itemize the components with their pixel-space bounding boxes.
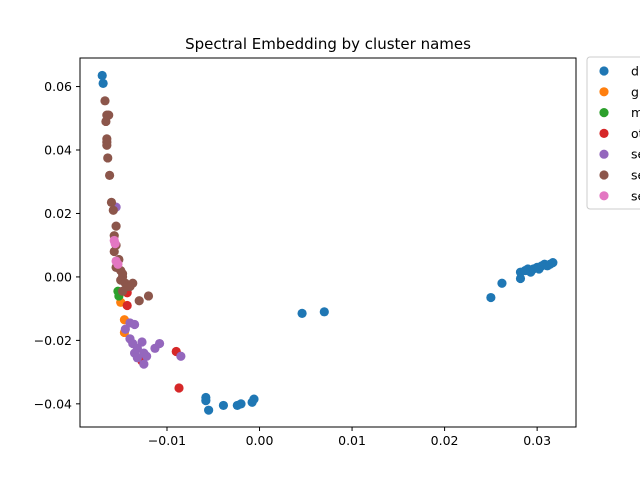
y-tick-label: 0.06 [44, 79, 72, 94]
y-tick-label: 0.00 [44, 269, 72, 284]
data-point [117, 286, 128, 296]
y-axis: −0.04 −0.02 0.00 0.02 0.04 0.06 [34, 79, 80, 411]
legend-marker [599, 108, 609, 118]
data-point [204, 405, 214, 415]
x-axis: −0.01 0.00 0.01 0.02 0.03 [148, 427, 551, 448]
data-point [137, 337, 147, 347]
data-point [98, 78, 108, 88]
legend-marker [599, 191, 609, 201]
legend-label: m [631, 105, 640, 120]
data-point [109, 246, 119, 257]
data-point [176, 351, 186, 361]
legend-label: se [631, 188, 640, 203]
legend-marker [599, 87, 609, 97]
data-point [548, 258, 558, 268]
legend-marker [599, 170, 609, 180]
plot-frame [79, 57, 577, 428]
data-point [134, 296, 144, 306]
legend-marker [599, 128, 609, 138]
data-point [122, 300, 132, 311]
data-point [154, 338, 165, 349]
data-point [103, 153, 113, 163]
data-point [106, 197, 117, 207]
legend-marker [599, 149, 609, 159]
data-point [139, 359, 149, 369]
data-point [143, 291, 154, 301]
data-point [111, 221, 121, 231]
data-point [120, 324, 130, 334]
data-point [218, 400, 229, 411]
data-point [142, 351, 152, 361]
legend-label: d [631, 64, 639, 79]
data-point [128, 278, 138, 288]
data-point [486, 292, 496, 303]
data-point [249, 394, 259, 404]
legend-marker [599, 66, 609, 76]
data-point [497, 278, 507, 288]
x-tick-label: 0.02 [431, 433, 459, 448]
data-point [130, 319, 140, 330]
data-point [108, 205, 118, 215]
data-point [319, 307, 329, 317]
data-point [297, 308, 307, 319]
legend-label: ot [631, 126, 640, 141]
data-point [101, 116, 111, 127]
legend-label: se [631, 168, 640, 183]
plot-points [97, 70, 558, 415]
data-point [236, 399, 246, 409]
x-tick-label: 0.01 [338, 433, 366, 448]
data-point [174, 383, 184, 393]
legend-frame [586, 56, 640, 210]
data-point [102, 140, 112, 150]
y-tick-label: 0.02 [44, 206, 72, 221]
x-tick-label: 0.03 [523, 433, 551, 448]
data-point [105, 170, 115, 180]
data-point [110, 239, 120, 249]
chart-title: Spectral Embedding by cluster names [185, 35, 471, 53]
data-point [100, 96, 110, 106]
y-tick-label: −0.02 [34, 333, 72, 348]
legend-label: se [631, 147, 640, 162]
data-point [515, 273, 526, 284]
x-tick-label: 0.00 [246, 433, 274, 448]
legend: dgm ot se se se [586, 56, 640, 210]
x-tick-label: −0.01 [148, 433, 186, 448]
data-point [97, 70, 107, 81]
y-tick-label: −0.04 [34, 396, 72, 411]
data-point [132, 353, 142, 363]
y-tick-label: 0.04 [44, 143, 72, 158]
data-point [113, 259, 123, 269]
data-point [201, 396, 211, 406]
legend-label: g [631, 84, 639, 99]
